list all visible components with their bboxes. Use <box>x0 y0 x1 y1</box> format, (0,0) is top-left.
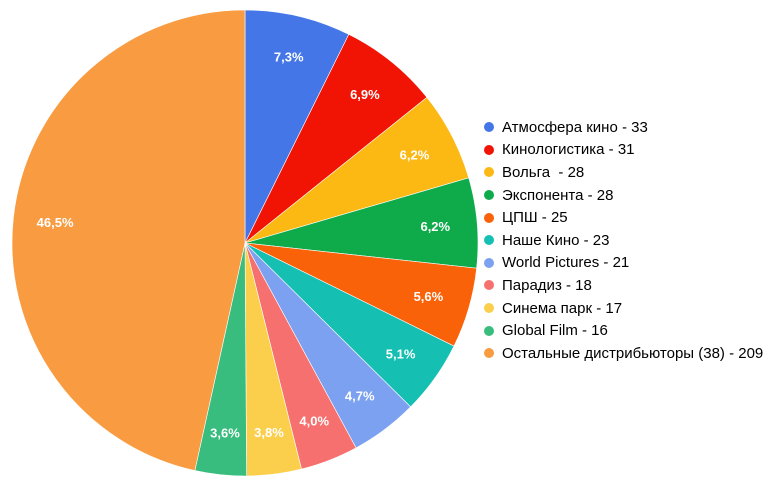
legend-color-dot <box>484 190 494 201</box>
legend-item-label: Парадиз - 18 <box>502 276 592 294</box>
legend-item-label: Атмосфера кино - 33 <box>502 118 648 136</box>
legend-item-9: Синема парк - 17 <box>484 297 763 320</box>
slice-percent-label: 3,8% <box>254 425 284 440</box>
legend-item-label: World Pictures - 21 <box>502 254 630 272</box>
legend-item-7: World Pictures - 21 <box>484 252 763 275</box>
slice-percent-label: 6,2% <box>400 147 430 162</box>
legend-item-4: Экспонента - 28 <box>484 184 763 207</box>
slice-percent-label: 4,0% <box>299 414 329 429</box>
pie-slice-1 <box>244 9 350 244</box>
legend-item-label: Вольга - 28 <box>502 163 585 181</box>
slice-percent-label: 7,3% <box>274 50 304 65</box>
legend: Атмосфера кино - 33 Кинологистика - 31 Вол… <box>484 116 763 365</box>
legend-color-dot <box>484 122 494 133</box>
legend-color-dot <box>484 325 494 336</box>
legend-item-label: Синема парк - 17 <box>502 299 623 317</box>
legend-color-dot <box>484 167 494 178</box>
legend-item-3: Вольга - 28 <box>484 161 763 184</box>
legend-item-label: Кинологистика - 31 <box>502 141 635 159</box>
legend-item-11: Остальные дистрибьюторы (38) - 209 <box>484 342 763 365</box>
legend-color-dot <box>484 235 494 246</box>
slice-percent-label: 4,7% <box>345 388 375 403</box>
slice-percent-label: 5,6% <box>414 289 444 304</box>
legend-item-label: Остальные дистрибьюторы (38) - 209 <box>502 344 764 362</box>
legend-color-dot <box>484 257 494 268</box>
slice-percent-label: 3,6% <box>210 426 240 441</box>
slice-percent-label: 46,5% <box>37 215 74 230</box>
legend-color-dot <box>484 348 494 359</box>
legend-item-label: ЦПШ - 25 <box>502 209 568 227</box>
legend-item-label: Наше Кино - 23 <box>502 231 610 249</box>
legend-item-label: Global Film - 16 <box>502 322 608 340</box>
slice-percent-label: 5,1% <box>386 346 416 361</box>
legend-item-8: Парадиз - 18 <box>484 274 763 297</box>
slice-percent-label: 6,9% <box>350 87 380 102</box>
legend-item-10: Global Film - 16 <box>484 319 763 342</box>
slice-percent-label: 6,2% <box>420 219 450 234</box>
legend-color-dot <box>484 280 494 291</box>
legend-item-6: Наше Кино - 23 <box>484 229 763 252</box>
legend-color-dot <box>484 144 494 155</box>
legend-item-1: Атмосфера кино - 33 <box>484 116 763 139</box>
legend-item-label: Экспонента - 28 <box>502 186 614 204</box>
pie-slice-11 <box>11 9 246 471</box>
legend-item-5: ЦПШ - 25 <box>484 206 763 229</box>
legend-item-2: Кинологистика - 31 <box>484 139 763 162</box>
legend-color-dot <box>484 303 494 314</box>
legend-color-dot <box>484 212 494 223</box>
